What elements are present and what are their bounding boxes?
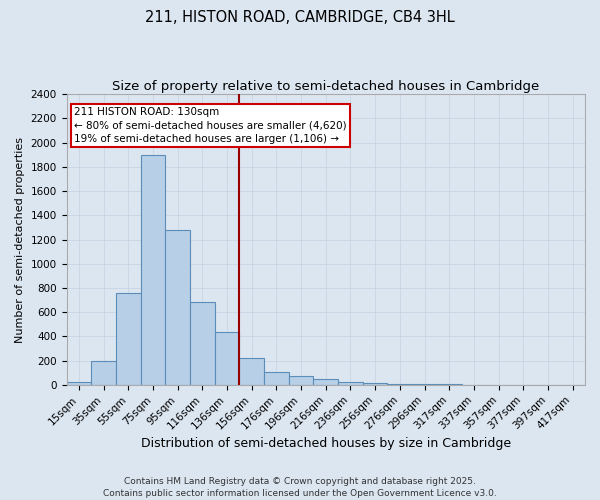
Bar — [165, 230, 190, 385]
Bar — [313, 380, 338, 385]
Bar — [363, 383, 388, 385]
Bar — [67, 382, 91, 385]
Title: Size of property relative to semi-detached houses in Cambridge: Size of property relative to semi-detach… — [112, 80, 539, 93]
Bar — [388, 384, 412, 385]
Bar — [437, 384, 461, 385]
Bar — [116, 293, 140, 385]
Bar — [338, 382, 363, 385]
Bar — [91, 360, 116, 385]
Bar — [264, 372, 289, 385]
Bar — [412, 384, 437, 385]
X-axis label: Distribution of semi-detached houses by size in Cambridge: Distribution of semi-detached houses by … — [141, 437, 511, 450]
Text: Contains HM Land Registry data © Crown copyright and database right 2025.
Contai: Contains HM Land Registry data © Crown c… — [103, 476, 497, 498]
Text: 211, HISTON ROAD, CAMBRIDGE, CB4 3HL: 211, HISTON ROAD, CAMBRIDGE, CB4 3HL — [145, 10, 455, 25]
Bar — [140, 154, 165, 385]
Bar — [215, 332, 239, 385]
Bar — [190, 302, 215, 385]
Text: 211 HISTON ROAD: 130sqm
← 80% of semi-detached houses are smaller (4,620)
19% of: 211 HISTON ROAD: 130sqm ← 80% of semi-de… — [74, 107, 347, 144]
Bar — [289, 376, 313, 385]
Bar — [239, 358, 264, 385]
Y-axis label: Number of semi-detached properties: Number of semi-detached properties — [15, 136, 25, 342]
